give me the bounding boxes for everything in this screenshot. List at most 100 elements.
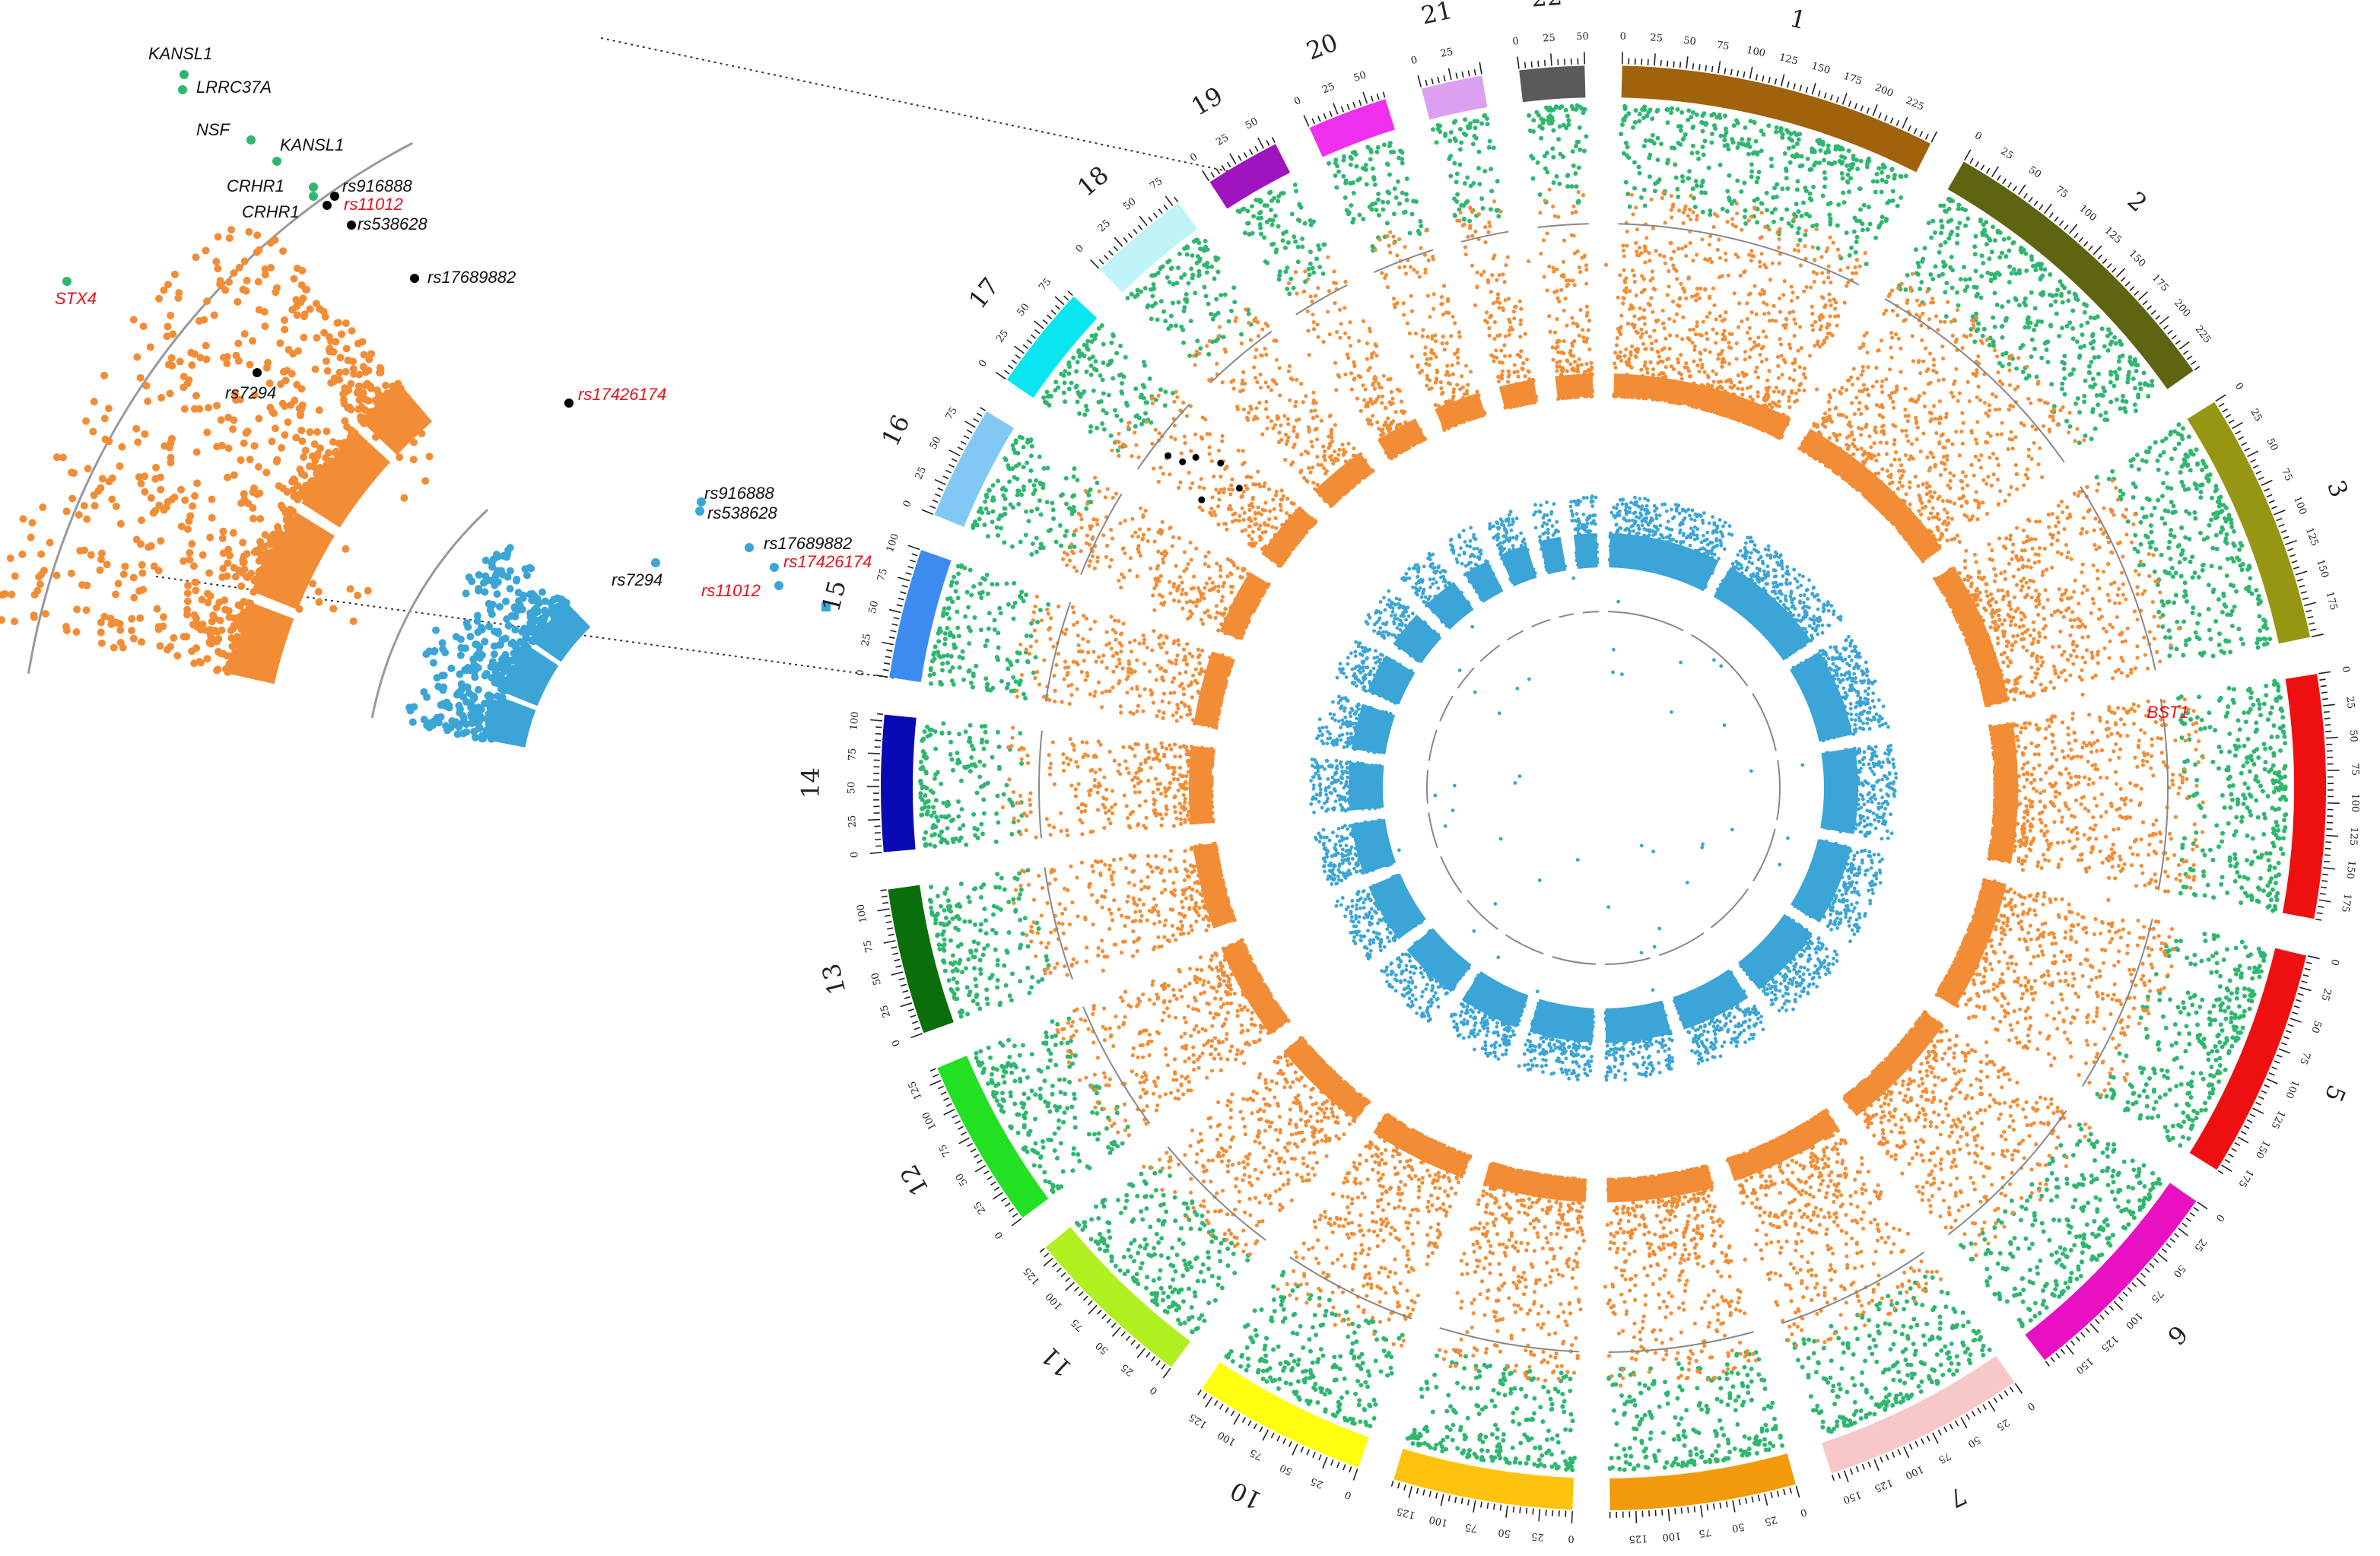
reference-arc-inner-chr14 [1426,770,1429,804]
chromosome-band-17 [1006,296,1098,399]
tick-label-chr6: 100 [2123,1310,2144,1331]
chromosome-label-20: 20 [1302,27,1342,65]
blue-track-chr8 [1603,1002,1675,1082]
reference-arc-inner-chr7 [1658,932,1705,957]
tick-label-chr4: 0 [2340,665,2352,674]
tick-label-chr1: 50 [1683,35,1696,48]
tick-label-chr13: 100 [855,903,869,924]
chromosome-band-5 [2189,948,2307,1170]
blue-track-chr22 [1568,494,1600,567]
reference-arc-outer-chr14 [1038,730,1043,839]
tick-label-chr11: 125 [1022,1265,1043,1287]
blue-track-chr1 [1607,495,1734,589]
tick-label-chr15: 50 [867,600,882,615]
chromosome-band-21 [1421,75,1488,120]
tick-label-chr9: 50 [1498,1526,1511,1539]
orange-track-chr20 [1373,228,1487,432]
chromosome-label-7: 7 [1944,1481,1971,1513]
chromosome-ticks-12 [929,1068,1022,1227]
chromosome-ticks-13 [877,889,923,1039]
green-track-chr1 [1619,103,1908,267]
tick-label-chr21: 0 [1409,55,1419,68]
orange-track-chr18 [1191,307,1375,508]
green-track-chr16 [971,434,1100,557]
tick-label-chr2: 100 [2077,203,2099,224]
tick-label-chr8: 75 [1698,1526,1711,1539]
highlight-snp [1179,458,1187,465]
green-track-chr22 [1527,103,1589,205]
tick-label-chr5: 175 [2235,1167,2255,1189]
tick-label-chr3: 75 [2279,467,2295,483]
chromosome-ticks-3 [2215,394,2324,637]
reference-arc-inner-chr4 [1776,760,1781,821]
tick-label-chr1: 175 [1841,71,1863,87]
chromosome-band-7 [1821,1355,2015,1474]
green-track-chr8 [1606,1350,1785,1472]
tick-label-chr22: 0 [1512,36,1520,48]
blue-track-chr10 [1450,973,1528,1061]
tick-label-chr10: 0 [1343,1488,1353,1501]
chromosome-label-19: 19 [1187,81,1228,121]
chromosome-label-9: 9 [1460,1554,1480,1556]
tick-label-chr8: 50 [1731,1520,1746,1534]
tick-label-chr4: 150 [2343,859,2357,879]
zoom-orange-wedge [255,512,335,610]
orange-track-chr4 [1987,697,2205,894]
tick-label-chr10: 50 [1278,1461,1294,1477]
zoom-panel: KANSL1 LRRC37A NSF KANSL1 CRHR1 CRHR1 STX4 rs91… [0,37,1231,748]
tick-label-chr2: 75 [2053,184,2070,201]
reference-arc-outer-chr6 [1947,1110,2067,1236]
tick-label-chr6: 50 [2171,1262,2188,1279]
reference-arc-inner-chr15 [1428,729,1438,761]
chromosome-band-12 [937,1056,1049,1218]
chromosome-ticks-10 [1197,1389,1358,1481]
zoom-blue-snp [695,506,704,516]
orange-band-chr16 [1219,572,1269,640]
gene-dot [180,70,189,79]
zoom-connector-top [600,37,1231,173]
chromosome-ticks-11 [1039,1247,1171,1379]
reference-arc-outer-chr5 [2082,918,2153,1087]
chromosome-ticks-22 [1517,52,1586,69]
reference-arc-outer-chr17 [1136,403,1190,470]
tick-label-chr1: 75 [1716,40,1730,52]
tick-label-chr4: 50 [2347,729,2359,743]
blue-track-chr16 [1335,640,1413,705]
tick-label-chr9: 25 [1531,1530,1545,1542]
tick-label-chr17: 50 [1015,302,1031,319]
tick-label-chr5: 75 [2297,1050,2312,1066]
chromosome-label-11: 11 [1035,1341,1078,1383]
tick-label-chr18: 75 [1148,176,1165,192]
reference-arc-inner-chr17 [1457,667,1475,689]
orange-track-chr6 [1842,1010,2092,1258]
tick-label-chr12: 100 [920,1110,939,1132]
tick-label-chr6: 150 [2073,1355,2096,1376]
tick-label-chr3: 125 [2303,526,2320,548]
tick-label-chr9: 100 [1428,1513,1449,1529]
tick-label-chr6: 75 [2149,1288,2166,1304]
gene-dot [309,192,318,201]
tick-label-chr3: 175 [2324,590,2340,611]
tick-label-chr1: 125 [1778,52,1800,68]
blue-track-chr13 [1314,818,1393,886]
zoom-highlight-snp [410,274,419,283]
tick-label-chr1: 25 [1650,32,1663,44]
tick-label-chr4: 175 [2339,893,2353,913]
tick-label-chr20: 50 [1352,69,1368,84]
gene-dot [246,135,256,144]
gene-label-stx4: STX4 [55,289,97,308]
main-circle: 0 25 50 75 100 125150175200225102550751001251… [796,0,2360,1556]
tick-label-chr20: 0 [1292,95,1303,108]
tick-label-chr22: 25 [1543,33,1556,45]
zoom-highlight-snp [347,221,356,230]
blue-snp-label-rs538628: rs538628 [707,503,778,522]
tick-label-chr11: 75 [1069,1316,1086,1333]
orange-track-chr19 [1286,255,1428,461]
tick-label-chr7: 125 [1873,1476,1895,1494]
chromosome-ticks-7 [1831,1383,2023,1483]
blue-track-chr19 [1448,526,1502,602]
zoom-highlight-snp [330,192,339,201]
tick-label-chr9: 75 [1464,1521,1479,1535]
blue-track-chr21 [1532,500,1568,572]
